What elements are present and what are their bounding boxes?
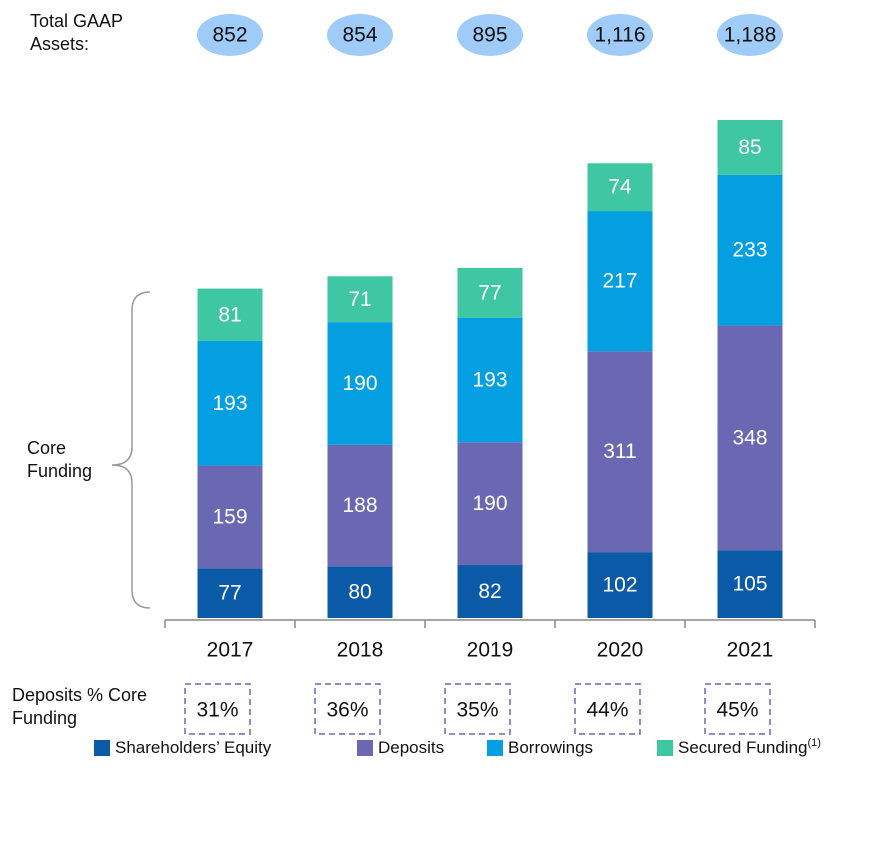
bar-segment bbox=[457, 565, 523, 618]
legend-swatch bbox=[94, 740, 110, 756]
legend-label: Secured Funding(1) bbox=[678, 737, 821, 758]
asset-label: 852 bbox=[212, 24, 247, 47]
legend-swatch bbox=[357, 740, 373, 756]
segment-label: 82 bbox=[478, 580, 501, 603]
pct-label: 36% bbox=[326, 699, 368, 722]
asset-bubble bbox=[587, 14, 653, 56]
asset-bubble bbox=[327, 14, 393, 56]
bar-segment bbox=[197, 288, 263, 341]
pct-box bbox=[704, 683, 771, 735]
legend-note: (1) bbox=[807, 737, 820, 749]
legend-name: Secured Funding bbox=[678, 738, 807, 757]
segment-label: 193 bbox=[212, 392, 247, 415]
segment-label: 81 bbox=[218, 303, 241, 326]
bar-segment bbox=[717, 550, 783, 618]
x-tick-label: 2018 bbox=[337, 639, 384, 662]
bar-segment bbox=[197, 465, 263, 569]
legend-name: Borrowings bbox=[508, 738, 593, 757]
bar-segment bbox=[327, 444, 393, 567]
segment-label: 102 bbox=[602, 574, 637, 597]
segment-label: 74 bbox=[608, 176, 632, 199]
bar-segment bbox=[327, 322, 393, 445]
bar-segment bbox=[587, 211, 653, 352]
segment-label: 77 bbox=[218, 582, 241, 605]
bar-segment bbox=[717, 325, 783, 551]
legend-label: Borrowings bbox=[508, 738, 593, 757]
x-tick-label: 2020 bbox=[597, 639, 644, 662]
gaap-label: Total GAAP Assets: bbox=[30, 11, 123, 54]
x-tick-label: 2021 bbox=[727, 639, 774, 662]
deposits-pct-label: Deposits % Core Funding bbox=[12, 685, 148, 728]
pct-label: 45% bbox=[716, 699, 758, 722]
legend-name: Deposits bbox=[378, 738, 444, 757]
asset-label: 1,116 bbox=[595, 24, 646, 47]
pct-label: 44% bbox=[586, 699, 628, 722]
bar-segment bbox=[457, 317, 523, 443]
legend-swatch bbox=[657, 740, 673, 756]
x-tick-label: 2017 bbox=[207, 639, 254, 662]
segment-label: 190 bbox=[342, 372, 377, 395]
bar-segment bbox=[717, 174, 783, 326]
segment-label: 190 bbox=[472, 492, 507, 515]
segment-label: 159 bbox=[212, 505, 247, 528]
asset-label: 895 bbox=[472, 24, 507, 47]
pct-label: 35% bbox=[456, 699, 498, 722]
segment-label: 233 bbox=[732, 239, 767, 262]
segment-label: 105 bbox=[732, 573, 767, 596]
asset-bubble bbox=[717, 14, 783, 56]
legend-swatch bbox=[487, 740, 503, 756]
segment-label: 85 bbox=[738, 136, 761, 159]
bar-segment bbox=[457, 267, 523, 318]
segment-label: 71 bbox=[348, 288, 371, 311]
core-funding-brace bbox=[111, 291, 151, 609]
asset-label: 1,188 bbox=[724, 24, 777, 47]
core-funding-label: Core Funding bbox=[27, 438, 93, 481]
pct-box bbox=[444, 683, 511, 735]
pct-label: 31% bbox=[196, 699, 238, 722]
bar-segment bbox=[197, 340, 263, 466]
segment-label: 348 bbox=[732, 426, 767, 449]
legend-name: Shareholders’ Equity bbox=[115, 738, 272, 757]
x-tick-label: 2019 bbox=[467, 639, 514, 662]
bar-segment bbox=[717, 120, 783, 175]
segment-label: 188 bbox=[342, 494, 377, 517]
segment-label: 311 bbox=[603, 440, 636, 463]
bar-segment bbox=[457, 442, 523, 566]
asset-label: 854 bbox=[342, 24, 377, 47]
segment-label: 193 bbox=[472, 369, 507, 392]
bar-segment bbox=[327, 276, 393, 323]
segment-label: 77 bbox=[478, 281, 501, 304]
bar-segment bbox=[587, 351, 653, 553]
bar-segment bbox=[587, 552, 653, 618]
bar-segment bbox=[327, 566, 393, 618]
pct-box bbox=[184, 683, 251, 735]
segment-label: 80 bbox=[348, 581, 371, 604]
legend-label: Deposits bbox=[378, 738, 444, 757]
asset-bubble bbox=[197, 14, 263, 56]
legend-label: Shareholders’ Equity bbox=[115, 738, 272, 757]
pct-box bbox=[314, 683, 381, 735]
segment-label: 217 bbox=[602, 270, 637, 293]
bar-segment bbox=[587, 163, 653, 212]
pct-box bbox=[574, 683, 641, 735]
bar-segment bbox=[197, 568, 263, 618]
asset-bubble bbox=[457, 14, 523, 56]
